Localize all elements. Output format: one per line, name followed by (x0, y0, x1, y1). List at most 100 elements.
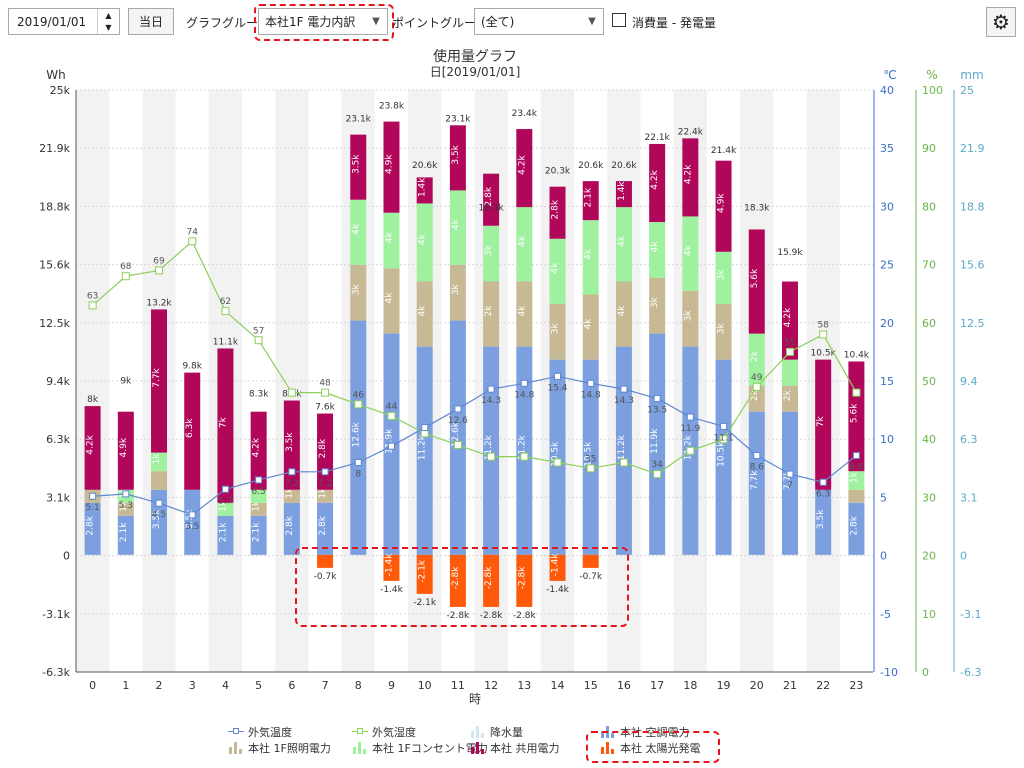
bar-segment-label: 2.8k (318, 438, 328, 458)
humidity-point (586, 464, 595, 473)
rain-tick-label: 3.1 (960, 491, 978, 504)
temperature-point (720, 422, 728, 430)
spin-up-icon[interactable]: ▲ (105, 10, 112, 20)
x-tick-label: 13 (517, 679, 531, 692)
bar-segment-label: 4.2k (86, 434, 96, 454)
bar-outlet (781, 359, 798, 386)
bar-segment-label: 3.5k (451, 144, 461, 164)
humidity-point (321, 388, 330, 397)
temperature-point (387, 442, 395, 450)
humidity-unit: % (926, 68, 937, 82)
rain-tick-label: 6.3 (960, 433, 978, 446)
humidity-label: 58 (817, 320, 829, 330)
date-picker[interactable]: 2019/01/01 ▲ ▼ (8, 8, 120, 35)
humidity-point (719, 435, 728, 444)
bar-segment-label: 4k (617, 305, 627, 317)
legend-swatch-icon (352, 726, 368, 738)
chevron-down-icon[interactable]: ▼ (588, 16, 596, 27)
bar-segment-label: 4.9k (717, 193, 727, 213)
x-tick-label: 12 (484, 679, 498, 692)
bar-segment-label: 4k (683, 244, 693, 256)
settings-gear-icon[interactable]: ⚙ (986, 7, 1016, 37)
today-button[interactable]: 当日 (128, 8, 174, 35)
bar-segment-label: 11.2k (418, 434, 428, 460)
bar-segment-label: 6.3k (185, 418, 195, 438)
bar-segment-label: 4.2k (650, 169, 660, 189)
temperature-point (786, 470, 794, 478)
consumption-generation-checkbox[interactable] (612, 13, 626, 27)
bar-segment-label: 5.6k (750, 268, 760, 288)
humidity-point (254, 336, 263, 345)
bar-total-label: 18.3k (478, 204, 504, 214)
bar-shared (217, 348, 234, 503)
temperature-label: 14.3 (614, 396, 634, 406)
humidity-label: 63 (87, 291, 98, 301)
spin-down-icon[interactable]: ▼ (105, 23, 112, 33)
bar-shared (117, 411, 134, 490)
temperature-point (653, 394, 661, 402)
humidity-point (387, 411, 396, 420)
bar-segment-label: 2.8k (318, 515, 328, 535)
x-tick-label: 9 (388, 679, 395, 692)
temp-tick-label: 25 (880, 259, 894, 272)
rain-tick-label: 0 (960, 550, 967, 563)
bar-segment-label: 4.2k (683, 164, 693, 184)
humidity-point (287, 388, 296, 397)
legend-item[interactable]: 降水量 (470, 724, 523, 740)
legend-item[interactable]: 本社 1F照明電力 (228, 740, 331, 756)
bar-total-label: 23.1k (445, 114, 471, 124)
y-tick-label: 18.8k (39, 200, 70, 213)
legend-swatch-icon (600, 726, 616, 738)
bar-lighting (449, 264, 466, 321)
legend-swatch-icon (470, 742, 486, 754)
date-spinner[interactable]: ▲ ▼ (97, 9, 119, 34)
chevron-down-icon[interactable]: ▼ (372, 16, 380, 27)
legend-swatch-icon (600, 742, 616, 754)
legend-label: 外気湿度 (372, 726, 416, 739)
y-tick-label: 0 (63, 550, 70, 563)
temperature-point (288, 468, 296, 476)
humidity-point (155, 266, 164, 275)
bar-lighting (250, 502, 267, 516)
graph-group-select[interactable]: 本社1F 電力内訳 ▼ (258, 8, 388, 35)
rain-tick-label: -6.3 (960, 666, 981, 679)
legend-item[interactable]: 外気温度 (228, 724, 292, 740)
bar-segment-label: 12.6k (351, 421, 361, 447)
temperature-label: 12.6 (448, 416, 468, 426)
bar-solar (317, 554, 334, 568)
bar-aircon (217, 515, 234, 555)
humidity-label: 46 (353, 390, 365, 400)
bar-segment-label: 3k (650, 296, 660, 308)
bar-total-label: 8.3k (249, 390, 269, 400)
bar-shared (815, 359, 832, 490)
bar-shared (582, 181, 599, 221)
graph-group-label: グラフグループ: (186, 16, 274, 30)
legend: 外気温度 外気湿度 降水量 本社 空調電力 本社 1F照明電力 本社 1Fコンセ… (0, 718, 1024, 768)
humidity-tick-label: 80 (922, 200, 936, 213)
bar-segment-label: 3k (451, 283, 461, 295)
bar-shared (416, 177, 433, 204)
bar-segment-label: 2.8k (484, 186, 494, 206)
bar-segment-label: 1.4k (418, 177, 428, 197)
bar-outlet (516, 207, 533, 282)
rain-tick-label: 9.4 (960, 375, 978, 388)
legend-item[interactable]: 本社 空調電力 (600, 724, 690, 740)
bar-lighting (383, 268, 400, 334)
bar-segment-label: 11.2k (617, 434, 627, 460)
bar-shared (715, 160, 732, 252)
legend-item[interactable]: 外気湿度 (352, 724, 416, 740)
rain-unit: mm (960, 68, 983, 82)
bar-segment-label: 3.5k (285, 432, 295, 452)
temp-tick-label: -5 (880, 608, 891, 621)
toolbar: 2019/01/01 ▲ ▼ 当日 グラフグループ: 本社1F 電力内訳 ▼ ポ… (0, 0, 1024, 44)
date-value[interactable]: 2019/01/01 (17, 14, 87, 29)
legend-item[interactable]: 本社 太陽光発電 (600, 740, 701, 756)
legend-item[interactable]: 本社 共用電力 (470, 740, 560, 756)
highlight-solar-region (295, 547, 629, 627)
temp-tick-label: 0 (880, 550, 887, 563)
legend-item[interactable]: 本社 1Fコンセント電力 (352, 740, 488, 756)
temperature-point (520, 379, 528, 387)
point-group-select[interactable]: (全て) ▼ (474, 8, 604, 35)
temperature-point (421, 424, 429, 432)
